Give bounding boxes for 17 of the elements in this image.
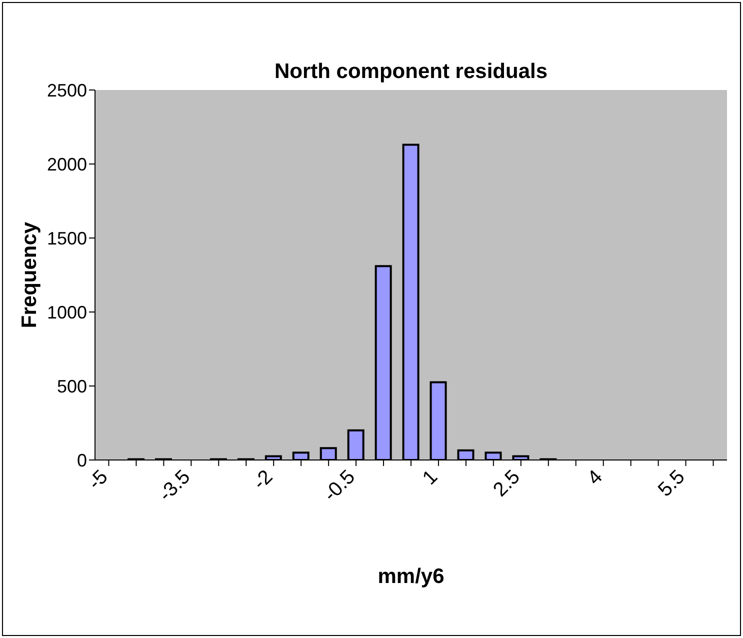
x-tick-label: 5.5 [654, 466, 690, 502]
y-tick-label: 1000 [46, 302, 87, 322]
y-tick-label: 0 [76, 450, 87, 470]
x-tick-label: -0.5 [320, 466, 360, 506]
x-tick-label: 2.5 [489, 466, 524, 502]
x-tick-label: 4 [583, 466, 607, 490]
y-tick-label: 2500 [46, 80, 87, 100]
y-tick-label: 1500 [46, 228, 87, 248]
x-tick-label: 1 [418, 466, 442, 490]
x-tick-label: -5 [84, 466, 112, 494]
y-tick-label: 500 [56, 376, 87, 396]
x-tick-label: -3.5 [154, 466, 195, 506]
chart-title: North component residuals [273, 60, 549, 84]
x-axis-title: mm/y6 [376, 565, 446, 589]
x-tick-label: -2 [249, 466, 278, 494]
y-axis-title: Frequency [18, 222, 42, 328]
y-tick-label: 2000 [46, 154, 87, 174]
